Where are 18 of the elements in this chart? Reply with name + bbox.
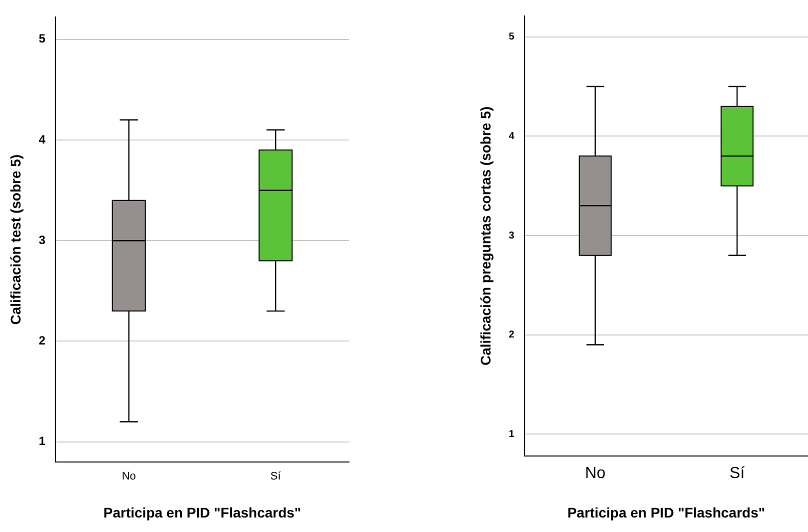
x-tick-label: No [585,465,606,482]
y-axis-title: Calificación preguntas cortas (sobre 5) [477,106,494,366]
y-tick-label: 4 [38,132,46,146]
y-tick-label: 1 [508,428,515,440]
y-tick-label: 5 [38,32,46,46]
x-axis-title: Participa en PID "Flashcards" [567,504,766,520]
y-tick-label: 3 [38,232,46,247]
y-tick-label: 2 [38,334,46,348]
x-tick-label: No [122,470,136,483]
x-axis-title: Participa en PID "Flashcards" [103,504,302,520]
y-tick-label: 1 [38,434,46,448]
y-tick-label: 5 [508,32,515,43]
y-tick-label: 3 [508,230,515,242]
x-tick-label: Sí [270,470,282,483]
y-tick-label: 4 [508,130,515,142]
y-tick-label: 2 [508,330,515,341]
x-tick-label: Sí [730,465,746,482]
y-axis-title: Calificación test (sobre 5) [7,154,24,325]
